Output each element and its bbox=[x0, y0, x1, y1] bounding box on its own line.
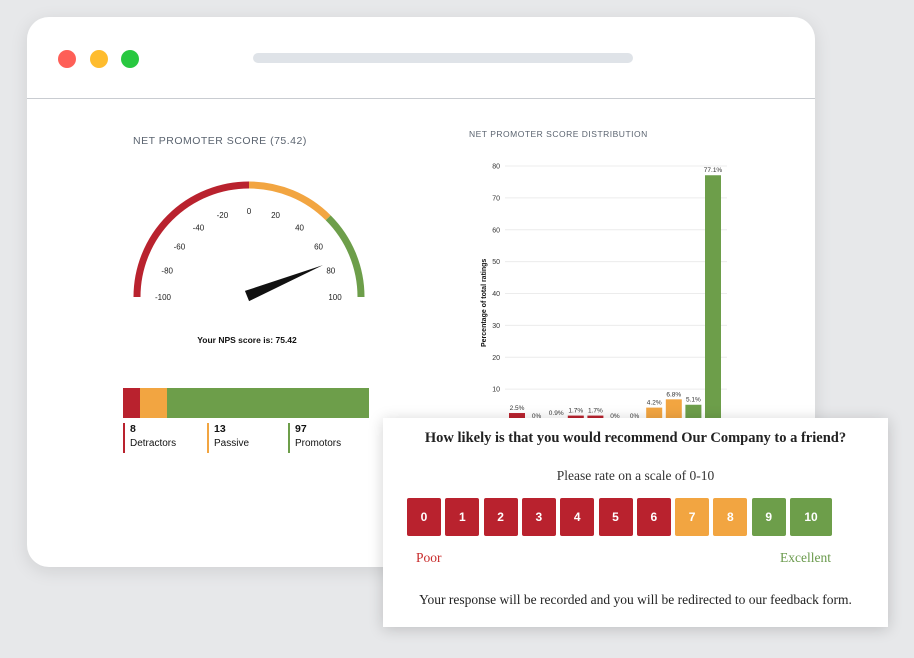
rating-button-2[interactable]: 2 bbox=[483, 498, 518, 536]
nps-score-label: Your NPS score is: 75.42 bbox=[197, 335, 297, 345]
bar-data-label: 1.7% bbox=[568, 408, 583, 415]
promotors-segment bbox=[166, 388, 369, 418]
scale-instruction: Please rate on a scale of 0-10 bbox=[556, 468, 715, 483]
nps-panel-title: NET PROMOTER SCORE (75.42) bbox=[133, 135, 307, 147]
y-tick-label: 70 bbox=[492, 195, 500, 202]
gauge-tick-label: 100 bbox=[328, 293, 342, 302]
survey-question: How likely is that you would recommend O… bbox=[424, 430, 847, 446]
gauge-tick-label: 80 bbox=[326, 266, 335, 275]
gauge-arc-passive bbox=[248, 181, 331, 221]
gauge-arc-promoter bbox=[325, 215, 365, 298]
rating-button-10[interactable]: 10 bbox=[790, 498, 832, 536]
close-window-button[interactable] bbox=[58, 50, 76, 68]
bar-data-label: 5.1% bbox=[686, 397, 701, 404]
address-bar[interactable] bbox=[253, 53, 633, 63]
rating-button-0[interactable]: 0 bbox=[407, 498, 441, 536]
promotors-label: Promotors bbox=[295, 438, 342, 449]
gauge-tick-label: -80 bbox=[161, 266, 173, 275]
y-tick-label: 80 bbox=[492, 164, 500, 171]
rating-button-8[interactable]: 8 bbox=[713, 498, 748, 536]
rating-button-6[interactable]: 6 bbox=[636, 498, 671, 536]
rating-button-9[interactable]: 9 bbox=[751, 498, 786, 536]
detractors-label: Detractors bbox=[130, 438, 177, 449]
gauge-arc-detractor bbox=[133, 181, 250, 298]
chart-data-labels: 2.5% 0% 0.9% 1.7% 1.7% 0% 0% 4.2% 6.8% 5.1% 77.1% bbox=[510, 167, 723, 420]
passive-segment bbox=[139, 388, 167, 418]
rating-button-3[interactable]: 3 bbox=[521, 498, 556, 536]
detractors-count: 8 bbox=[130, 423, 136, 435]
gauge-needle bbox=[244, 265, 323, 302]
bar-8 bbox=[665, 399, 682, 421]
passive-count: 13 bbox=[214, 423, 226, 435]
bar-data-label: 0% bbox=[630, 413, 640, 420]
distribution-chart-title: NET PROMOTER SCORE DISTRIBUTION bbox=[469, 129, 648, 139]
y-tick-label: 40 bbox=[492, 291, 500, 298]
passive-label: Passive bbox=[214, 438, 250, 449]
gauge-tick-label: 20 bbox=[271, 211, 280, 220]
gauge-tick-label: -60 bbox=[174, 242, 186, 251]
rating-button-4[interactable]: 4 bbox=[560, 498, 595, 536]
bar-data-label: 0% bbox=[610, 413, 620, 420]
minimize-window-button[interactable] bbox=[90, 50, 108, 68]
chart-gridlines bbox=[505, 165, 727, 390]
y-tick-label: 30 bbox=[492, 323, 500, 330]
bar-data-label: 2.5% bbox=[510, 405, 525, 412]
chart-y-tick-labels: 80 70 60 50 40 30 20 10 bbox=[492, 164, 500, 394]
chart-y-axis-label: Percentage of total ratings bbox=[481, 259, 488, 347]
poor-label: Poor bbox=[416, 550, 442, 565]
survey-card: How likely is that you would recommend O… bbox=[383, 418, 888, 627]
rating-button-1[interactable]: 1 bbox=[445, 498, 480, 536]
gauge-tick-label: -20 bbox=[217, 211, 229, 220]
nps-breakdown-bar bbox=[123, 388, 369, 418]
bar-7 bbox=[646, 407, 663, 421]
maximize-window-button[interactable] bbox=[121, 50, 139, 68]
legend-passive: 13 Passive bbox=[207, 423, 249, 453]
gauge-arc bbox=[133, 181, 365, 298]
excellent-label: Excellent bbox=[780, 550, 831, 565]
survey-note: Your response will be recorded and you w… bbox=[419, 592, 852, 607]
bar-9 bbox=[685, 404, 702, 421]
gauge-tick-label: -100 bbox=[155, 293, 172, 302]
y-tick-label: 60 bbox=[492, 227, 500, 234]
bar-data-label: 4.2% bbox=[647, 400, 662, 407]
bar-data-label: 0.9% bbox=[549, 410, 564, 417]
detractors-segment bbox=[123, 388, 140, 418]
gauge-tick-label: -40 bbox=[193, 223, 205, 232]
gauge-tick-label: 60 bbox=[314, 242, 323, 251]
bar-data-label: 0% bbox=[532, 413, 542, 420]
bar-data-label: 1.7% bbox=[588, 408, 603, 415]
chart-bars bbox=[509, 175, 721, 421]
title-bar bbox=[27, 17, 815, 99]
legend-promotors: 97 Promotors bbox=[288, 423, 341, 453]
rating-button-7[interactable]: 7 bbox=[675, 498, 710, 536]
gauge-tick-label: 0 bbox=[247, 207, 252, 216]
y-tick-label: 20 bbox=[492, 355, 500, 362]
distribution-chart: 80 70 60 50 40 30 20 10 Percentage of total rat… bbox=[481, 164, 727, 421]
legend-detractors: 8 Detractors bbox=[123, 423, 176, 453]
rating-button-5[interactable]: 5 bbox=[598, 498, 633, 536]
bar-0 bbox=[509, 413, 525, 421]
bar-data-label: 6.8% bbox=[666, 391, 681, 398]
y-tick-label: 50 bbox=[492, 259, 500, 266]
bar-10 bbox=[705, 175, 721, 421]
bar-data-label: 77.1% bbox=[704, 167, 723, 174]
promotors-count: 97 bbox=[295, 423, 307, 435]
y-tick-label: 10 bbox=[492, 387, 500, 394]
nps-gauge: -100 -80 -60 -40 -20 0 20 40 60 80 100 bbox=[133, 181, 365, 302]
gauge-tick-label: 40 bbox=[295, 223, 304, 232]
gauge-tick-labels: -100 -80 -60 -40 -20 0 20 40 60 80 100 bbox=[155, 207, 342, 302]
